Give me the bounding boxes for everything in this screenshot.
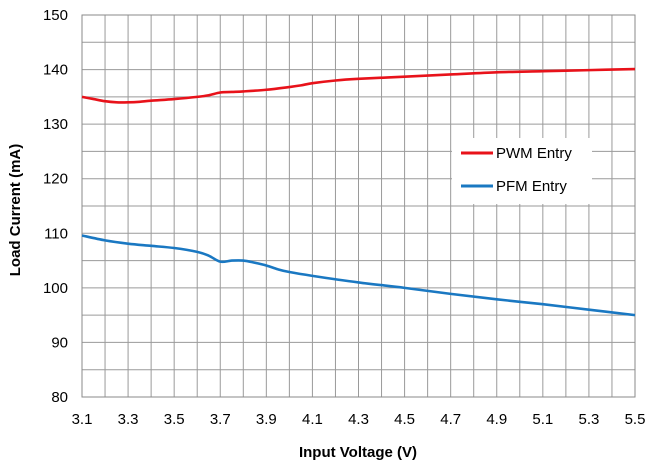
x-tick-label: 5.5 bbox=[625, 411, 646, 428]
series-line-pfm-entry bbox=[81, 234, 636, 317]
x-tick-labels: 3.1 3.3 3.5 3.7 3.9 4.1 4.3 4.5 4.7 4.9 5.1 5.3 5.5 bbox=[72, 411, 646, 428]
y-tick-label: 150 bbox=[43, 7, 68, 24]
x-tick-label: 4.1 bbox=[302, 411, 323, 428]
y-tick-label: 120 bbox=[43, 171, 68, 188]
x-tick-label: 4.5 bbox=[394, 411, 415, 428]
x-tick-label: 3.5 bbox=[164, 411, 185, 428]
y-tick-label: 80 bbox=[51, 389, 68, 406]
plot-area-border bbox=[81, 14, 636, 398]
y-tick-label: 140 bbox=[43, 62, 68, 79]
y-tick-label: 110 bbox=[44, 225, 68, 242]
legend-label-pfm-entry: PFM Entry bbox=[496, 178, 567, 195]
y-axis-title: Load Current (mA) bbox=[7, 144, 24, 277]
y-tick-label: 100 bbox=[43, 280, 68, 297]
grid bbox=[82, 15, 635, 397]
legend-box bbox=[452, 138, 592, 204]
x-axis-title: Input Voltage (V) bbox=[299, 444, 417, 461]
series-layer bbox=[81, 67, 636, 317]
x-tick-label: 3.3 bbox=[118, 411, 139, 428]
x-tick-label: 4.9 bbox=[486, 411, 507, 428]
x-tick-label: 5.1 bbox=[532, 411, 553, 428]
x-tick-label: 3.7 bbox=[210, 411, 231, 428]
y-tick-label: 90 bbox=[51, 334, 68, 351]
x-tick-label: 3.9 bbox=[256, 411, 277, 428]
y-tick-labels: 80 90 100 110 120 130 140 150 bbox=[43, 7, 68, 406]
x-tick-label: 3.1 bbox=[72, 411, 93, 428]
legend: PWM Entry PFM Entry bbox=[452, 138, 592, 204]
legend-label-pwm-entry: PWM Entry bbox=[496, 145, 572, 162]
x-tick-label: 4.7 bbox=[440, 411, 461, 428]
plot-frame bbox=[81, 14, 636, 398]
y-tick-label: 130 bbox=[43, 116, 68, 133]
x-tick-label: 5.3 bbox=[578, 411, 599, 428]
series-line-pwm-entry bbox=[81, 67, 636, 104]
x-tick-label: 4.3 bbox=[348, 411, 369, 428]
